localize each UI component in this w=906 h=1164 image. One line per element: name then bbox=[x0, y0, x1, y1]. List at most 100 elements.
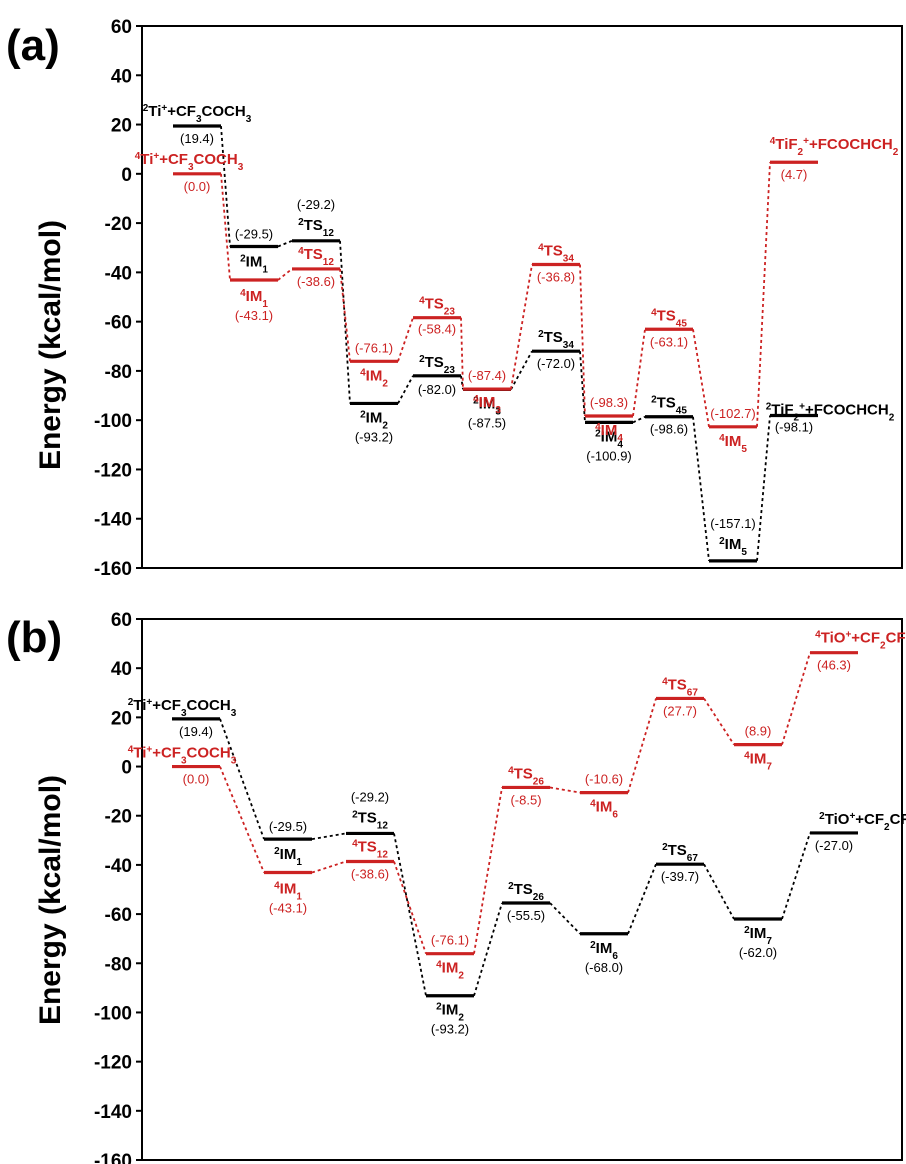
panel-b: (b) Energy (kcal/mol) -160 -140 -120 -100 -8… bbox=[6, 610, 906, 1164]
quartet-state-value: (8.9) bbox=[745, 724, 772, 739]
doublet-connector bbox=[627, 863, 657, 935]
quartet-connector bbox=[311, 860, 347, 874]
quartet-state-value: (-98.3) bbox=[590, 395, 628, 410]
doublet-connector bbox=[393, 833, 427, 996]
quartet-state-value: (-43.1) bbox=[269, 901, 307, 916]
y-tick-label: 20 bbox=[111, 708, 132, 729]
quartet-state-name: 4IM1 bbox=[274, 880, 302, 902]
quartet-state-name: 4IM3 bbox=[473, 394, 501, 416]
doublet-state-name: 2IM1 bbox=[240, 253, 268, 275]
quartet-state-value: (-38.6) bbox=[351, 866, 389, 881]
doublet-connector bbox=[692, 416, 710, 561]
quartet-connector bbox=[549, 786, 581, 794]
quartet-state-value: (4.7) bbox=[781, 167, 808, 182]
quartet-state-value: (-10.6) bbox=[585, 772, 623, 787]
y-tick-label: -100 bbox=[94, 411, 132, 432]
y-tick-label: 20 bbox=[111, 116, 132, 137]
quartet-state-name: 4TS23 bbox=[419, 295, 455, 317]
doublet-state-value: (-29.2) bbox=[297, 197, 335, 212]
doublet-connector bbox=[220, 125, 231, 247]
doublet-state-name: 2TS67 bbox=[662, 842, 698, 864]
quartet-state-value: (-76.1) bbox=[355, 340, 393, 355]
quartet-state-name: 4IM2 bbox=[436, 959, 464, 981]
doublet-state-value: (-68.0) bbox=[585, 960, 623, 975]
doublet-state-value: (-29.5) bbox=[269, 819, 307, 834]
quartet-connector bbox=[220, 173, 231, 281]
doublet-state-name: 2TiO++CF2CFCH3 bbox=[819, 810, 906, 832]
doublet-state-name: 2TS23 bbox=[419, 353, 455, 375]
y-tick-label: 40 bbox=[111, 659, 132, 680]
quartet-state-value: (-8.5) bbox=[510, 792, 541, 807]
quartet-state-name: 4IM7 bbox=[744, 750, 772, 772]
quartet-state-value: (-58.4) bbox=[418, 322, 456, 337]
panel-a: (a) Energy (kcal/mol) -160 -140 -120 -100 -8… bbox=[6, 17, 903, 580]
doublet-connector bbox=[277, 239, 293, 248]
quartet-state-name: 4IM6 bbox=[590, 798, 618, 820]
doublet-state-name: 2TiF2++FCOCHCH2 bbox=[766, 401, 895, 423]
panel-label-a: (a) bbox=[6, 21, 60, 70]
y-tick-label: -140 bbox=[94, 1102, 132, 1123]
doublet-state-value: (-62.0) bbox=[739, 945, 777, 960]
quartet-state-name: 4IM5 bbox=[719, 432, 747, 454]
quartet-connector bbox=[781, 652, 811, 745]
quartet-state-value: (46.3) bbox=[817, 658, 851, 673]
quartet-state-value: (-43.1) bbox=[235, 308, 273, 323]
quartet-state-name: 4IM2 bbox=[360, 367, 388, 389]
quartet-state-name: 4TS67 bbox=[662, 676, 698, 698]
doublet-state-value: (-29.2) bbox=[351, 789, 389, 804]
y-tick-label: -160 bbox=[94, 1151, 132, 1164]
doublet-state-value: (-93.2) bbox=[431, 1022, 469, 1037]
plot-frame-a bbox=[141, 25, 903, 569]
quartet-connector bbox=[579, 264, 586, 417]
doublet-connector bbox=[781, 832, 811, 920]
quartet-state-name: 4TS26 bbox=[508, 765, 544, 787]
quartet-connector bbox=[632, 329, 646, 417]
doublet-state-name: 2TS34 bbox=[538, 329, 574, 351]
quartet-state-value: (-87.4) bbox=[468, 368, 506, 383]
y-tick-label: 0 bbox=[121, 165, 132, 186]
doublet-state-value: (-100.9) bbox=[586, 448, 632, 463]
doublet-connector bbox=[460, 375, 464, 390]
quartet-state-name: 4TiF2++FCOCHCH2 bbox=[770, 136, 899, 158]
doublet-state-name: 2IM4 bbox=[595, 428, 623, 450]
doublet-state-name: 2TS45 bbox=[651, 394, 687, 416]
doublet-state-value: (-98.1) bbox=[775, 420, 813, 435]
quartet-connector bbox=[510, 264, 533, 390]
quartet-state-value: (-36.8) bbox=[537, 269, 575, 284]
doublet-state-name: 2IM5 bbox=[719, 535, 747, 557]
quartet-state-name: 4Ti++CF3COCH3 bbox=[128, 744, 237, 766]
y-tick-label: -80 bbox=[105, 954, 132, 975]
y-tick-label: 60 bbox=[111, 610, 132, 631]
quartet-connector bbox=[219, 766, 265, 873]
doublet-state-name: 2IM2 bbox=[360, 409, 388, 431]
doublet-state-value: (-29.5) bbox=[235, 226, 273, 241]
quartet-state-name: 4TS12 bbox=[298, 245, 334, 267]
doublet-connector bbox=[549, 902, 581, 935]
y-tick-label: -160 bbox=[94, 559, 132, 580]
quartet-state-value: (-76.1) bbox=[431, 933, 469, 948]
doublet-state-name: 2IM6 bbox=[590, 939, 618, 961]
doublet-state-value: (19.4) bbox=[180, 131, 214, 146]
quartet-connector bbox=[703, 697, 735, 746]
doublet-state-value: (-93.2) bbox=[355, 429, 393, 444]
y-tick-label: 40 bbox=[111, 66, 132, 87]
quartet-state-name: 4TiO++CF2CFCH3 bbox=[815, 629, 906, 651]
doublet-state-value: (-55.5) bbox=[507, 908, 545, 923]
y-tick-label: 0 bbox=[121, 758, 132, 779]
doublet-state-name: 2Ti++CF3COCH3 bbox=[143, 103, 252, 125]
plot-frame-b bbox=[141, 618, 903, 1161]
doublet-state-name: 2TS12 bbox=[298, 216, 334, 238]
quartet-state-value: (27.7) bbox=[663, 703, 697, 718]
y-tick-label: -20 bbox=[105, 214, 132, 235]
doublet-connector bbox=[703, 863, 735, 920]
doublet-state-value: (-39.7) bbox=[661, 869, 699, 884]
doublet-state-value: (-98.6) bbox=[650, 422, 688, 437]
y-axis-title-a: Energy (kcal/mol) bbox=[34, 220, 67, 470]
quartet-state-name: 4TS12 bbox=[352, 838, 388, 860]
y-tick-label: -100 bbox=[94, 1003, 132, 1024]
quartet-connector bbox=[692, 329, 710, 427]
y-tick-label: -120 bbox=[94, 460, 132, 481]
doublet-state-name: 2Ti++CF3COCH3 bbox=[128, 696, 237, 718]
panel-label-b: (b) bbox=[6, 613, 62, 662]
